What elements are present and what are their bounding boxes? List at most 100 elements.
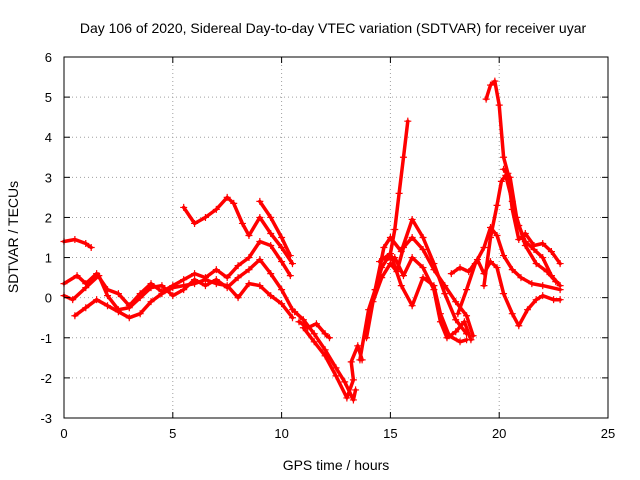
y-tick-label: 3 bbox=[45, 170, 52, 185]
y-tick-label: -1 bbox=[40, 331, 52, 346]
y-axis-label: SDTVAR / TECUs bbox=[5, 181, 21, 293]
data-point bbox=[486, 81, 494, 89]
data-point bbox=[82, 240, 90, 248]
x-tick-label: 20 bbox=[492, 426, 506, 441]
series-track-19 bbox=[500, 165, 560, 286]
series-track-1 bbox=[60, 236, 95, 252]
data-point bbox=[180, 276, 188, 284]
data-point bbox=[212, 205, 220, 213]
data-point bbox=[463, 312, 471, 320]
series-track-8 bbox=[291, 308, 360, 404]
x-tick-label: 25 bbox=[601, 426, 615, 441]
data-point bbox=[71, 236, 79, 244]
series-line bbox=[373, 217, 469, 336]
y-tick-label: 1 bbox=[45, 251, 52, 266]
data-point bbox=[256, 197, 264, 205]
data-point bbox=[480, 244, 488, 252]
data-point bbox=[349, 396, 357, 404]
data-point bbox=[299, 316, 307, 324]
data-point bbox=[463, 286, 471, 294]
series-line bbox=[292, 309, 358, 402]
data-point bbox=[349, 376, 357, 384]
data-point bbox=[299, 324, 307, 332]
data-point bbox=[69, 296, 77, 304]
data-point bbox=[180, 282, 188, 290]
data-point bbox=[267, 292, 275, 300]
data-point bbox=[480, 282, 488, 290]
x-tick-label: 15 bbox=[383, 426, 397, 441]
data-point bbox=[256, 213, 264, 221]
data-point bbox=[288, 260, 296, 268]
data-point bbox=[114, 290, 122, 298]
data-point bbox=[430, 286, 438, 294]
data-point bbox=[352, 386, 360, 394]
y-tick-label: -2 bbox=[40, 371, 52, 386]
data-point bbox=[267, 213, 275, 221]
data-point bbox=[456, 264, 464, 272]
data-point bbox=[114, 308, 122, 316]
data-point bbox=[399, 153, 407, 161]
data-point bbox=[343, 394, 351, 402]
data-series bbox=[60, 77, 564, 404]
data-point bbox=[245, 280, 253, 288]
data-point bbox=[245, 254, 253, 262]
data-point bbox=[158, 290, 166, 298]
series-line bbox=[62, 257, 295, 312]
data-point bbox=[288, 314, 296, 322]
data-point bbox=[104, 302, 112, 310]
data-point bbox=[543, 268, 551, 276]
data-point bbox=[312, 320, 320, 328]
data-point bbox=[454, 310, 462, 318]
data-point bbox=[386, 250, 394, 258]
data-point bbox=[332, 372, 340, 380]
data-point bbox=[447, 270, 455, 278]
data-point bbox=[419, 264, 427, 272]
data-point bbox=[347, 358, 355, 366]
data-point bbox=[238, 219, 246, 227]
data-point bbox=[376, 258, 384, 266]
data-point bbox=[408, 302, 416, 310]
data-point bbox=[125, 304, 133, 312]
data-point bbox=[191, 280, 199, 288]
data-point bbox=[391, 225, 399, 233]
data-point bbox=[125, 314, 133, 322]
data-point bbox=[245, 266, 253, 274]
data-point bbox=[341, 378, 349, 386]
data-point bbox=[95, 272, 103, 280]
data-point bbox=[256, 238, 264, 246]
data-point bbox=[147, 298, 155, 306]
series-track-7 bbox=[295, 318, 333, 342]
data-point bbox=[456, 338, 464, 346]
data-point bbox=[267, 229, 275, 237]
data-point bbox=[223, 282, 231, 290]
data-point bbox=[321, 346, 329, 354]
axis-ticks: 0 5 10 15 20 25 -3 -2 -1 0 1 2 3 4 5 6 bbox=[40, 50, 615, 441]
data-point bbox=[201, 282, 209, 290]
data-point bbox=[278, 234, 286, 241]
data-point bbox=[321, 330, 329, 338]
series-track-4 bbox=[71, 276, 296, 322]
data-point bbox=[443, 334, 451, 342]
data-point bbox=[332, 364, 340, 372]
x-tick-label: 5 bbox=[169, 426, 176, 441]
data-point bbox=[286, 252, 294, 260]
data-point bbox=[452, 298, 460, 306]
data-point bbox=[408, 234, 416, 241]
data-point bbox=[201, 213, 209, 221]
data-point bbox=[532, 296, 540, 304]
data-point bbox=[430, 260, 438, 268]
data-point bbox=[547, 248, 555, 256]
data-point bbox=[82, 304, 90, 312]
y-tick-label: 6 bbox=[45, 50, 52, 65]
data-point bbox=[506, 173, 514, 181]
data-point bbox=[371, 286, 379, 294]
series-line bbox=[62, 237, 93, 250]
data-point bbox=[310, 330, 318, 338]
data-point bbox=[169, 292, 177, 300]
data-point bbox=[556, 260, 564, 268]
data-point bbox=[532, 260, 540, 268]
data-point bbox=[223, 193, 231, 201]
data-point bbox=[530, 242, 538, 250]
data-point bbox=[136, 310, 144, 318]
